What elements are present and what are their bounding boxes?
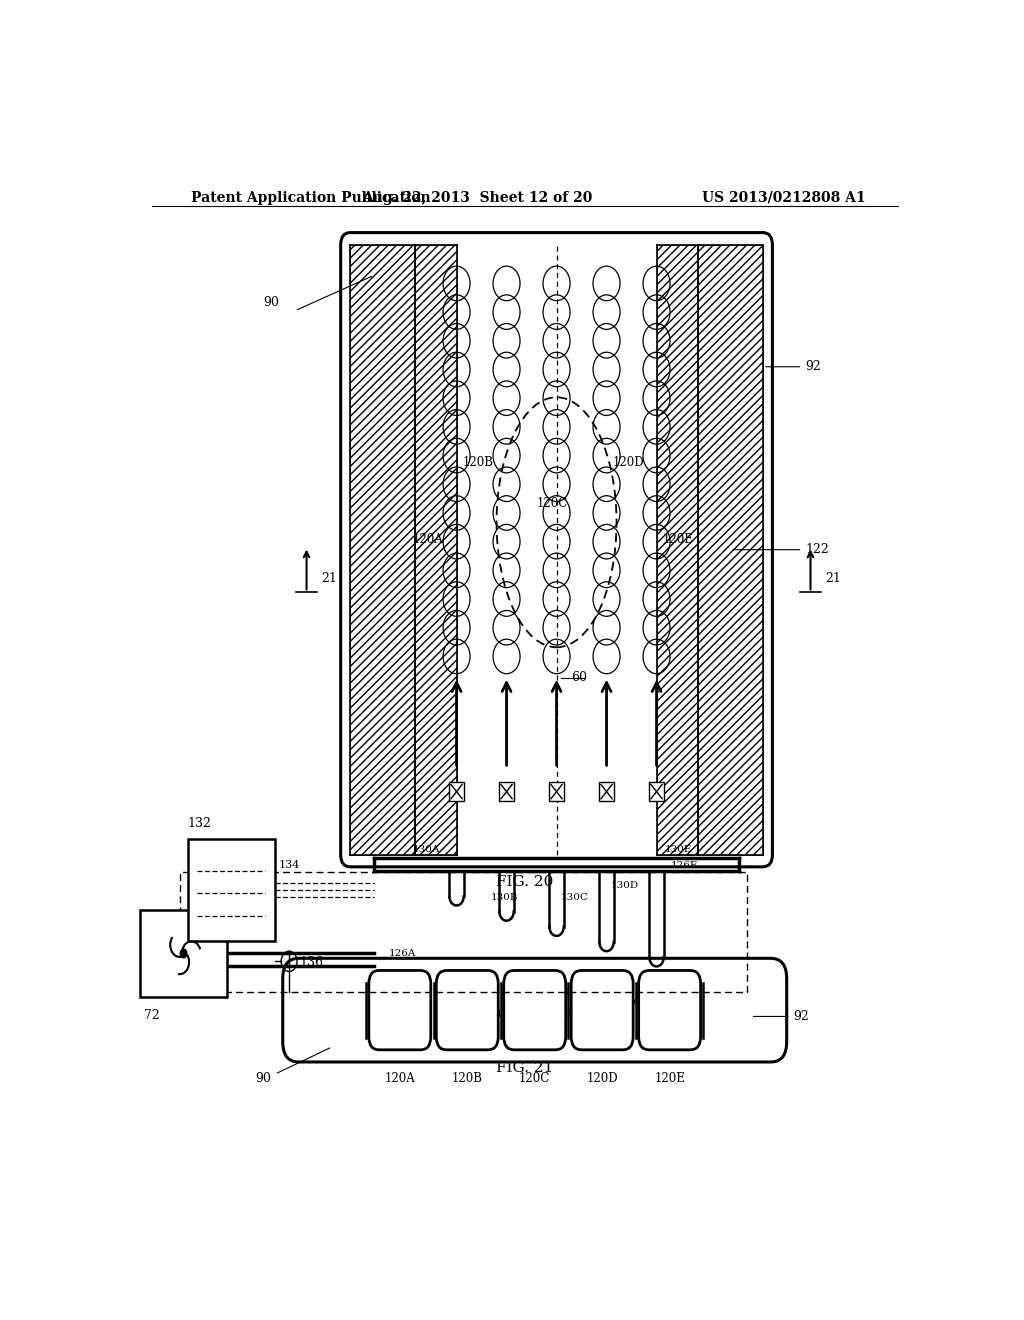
Text: 120D: 120D xyxy=(613,457,644,470)
Text: 130E: 130E xyxy=(665,845,692,854)
Text: 130A: 130A xyxy=(413,845,440,854)
Text: FIG. 21: FIG. 21 xyxy=(496,1061,554,1074)
Text: 124: 124 xyxy=(482,1010,503,1019)
Text: 120B: 120B xyxy=(463,457,494,470)
Bar xyxy=(140,911,227,997)
Text: 126D: 126D xyxy=(621,998,649,1007)
Text: 120C: 120C xyxy=(537,498,568,510)
Bar xyxy=(450,783,464,801)
Text: 120D: 120D xyxy=(587,1072,618,1085)
FancyBboxPatch shape xyxy=(639,970,700,1049)
Bar xyxy=(416,244,457,854)
Text: 21: 21 xyxy=(824,573,841,585)
Text: 132: 132 xyxy=(187,817,211,830)
Text: 126B: 126B xyxy=(471,998,499,1007)
Circle shape xyxy=(179,948,187,958)
FancyBboxPatch shape xyxy=(283,958,786,1063)
Text: 92: 92 xyxy=(805,360,820,372)
Text: 92: 92 xyxy=(793,1010,809,1023)
Text: 138: 138 xyxy=(143,921,168,935)
Text: 72: 72 xyxy=(143,1008,160,1022)
Text: Aug. 22, 2013  Sheet 12 of 20: Aug. 22, 2013 Sheet 12 of 20 xyxy=(362,191,592,205)
Text: 90: 90 xyxy=(255,1072,271,1085)
Bar xyxy=(350,244,416,854)
Bar xyxy=(187,840,274,941)
Text: 21: 21 xyxy=(321,573,337,585)
Text: Patent Application Publication: Patent Application Publication xyxy=(191,191,431,205)
FancyBboxPatch shape xyxy=(436,970,499,1049)
Text: 136: 136 xyxy=(299,957,324,969)
Text: 122: 122 xyxy=(805,543,828,556)
Bar xyxy=(697,244,763,854)
Bar xyxy=(500,783,514,801)
Text: 120B: 120B xyxy=(452,1072,482,1085)
FancyBboxPatch shape xyxy=(571,970,633,1049)
Text: 130B: 130B xyxy=(490,894,518,903)
Bar xyxy=(656,244,697,854)
Text: 130C: 130C xyxy=(560,894,589,903)
FancyBboxPatch shape xyxy=(504,970,565,1049)
Text: 120E: 120E xyxy=(663,532,694,545)
Bar xyxy=(599,783,613,801)
Bar xyxy=(697,244,763,854)
FancyBboxPatch shape xyxy=(341,232,772,867)
Text: 126A: 126A xyxy=(389,949,417,958)
Text: 120A: 120A xyxy=(384,1072,415,1085)
Bar xyxy=(550,783,563,801)
FancyBboxPatch shape xyxy=(369,970,431,1049)
Text: 130D: 130D xyxy=(610,882,639,890)
Bar xyxy=(656,244,697,854)
Bar xyxy=(649,783,664,801)
Bar xyxy=(416,244,457,854)
Bar xyxy=(350,244,416,854)
Text: 126E: 126E xyxy=(671,861,698,870)
Text: 120C: 120C xyxy=(519,1072,550,1085)
Text: FIG. 20: FIG. 20 xyxy=(496,875,554,888)
Text: 42: 42 xyxy=(563,987,577,997)
Text: 126C: 126C xyxy=(559,1010,587,1019)
Text: 120E: 120E xyxy=(654,1072,685,1085)
Text: 90: 90 xyxy=(263,296,279,309)
Text: 120A: 120A xyxy=(413,532,443,545)
Text: 60: 60 xyxy=(570,671,587,684)
Text: US 2013/0212808 A1: US 2013/0212808 A1 xyxy=(702,191,866,205)
Text: 134: 134 xyxy=(279,859,300,870)
